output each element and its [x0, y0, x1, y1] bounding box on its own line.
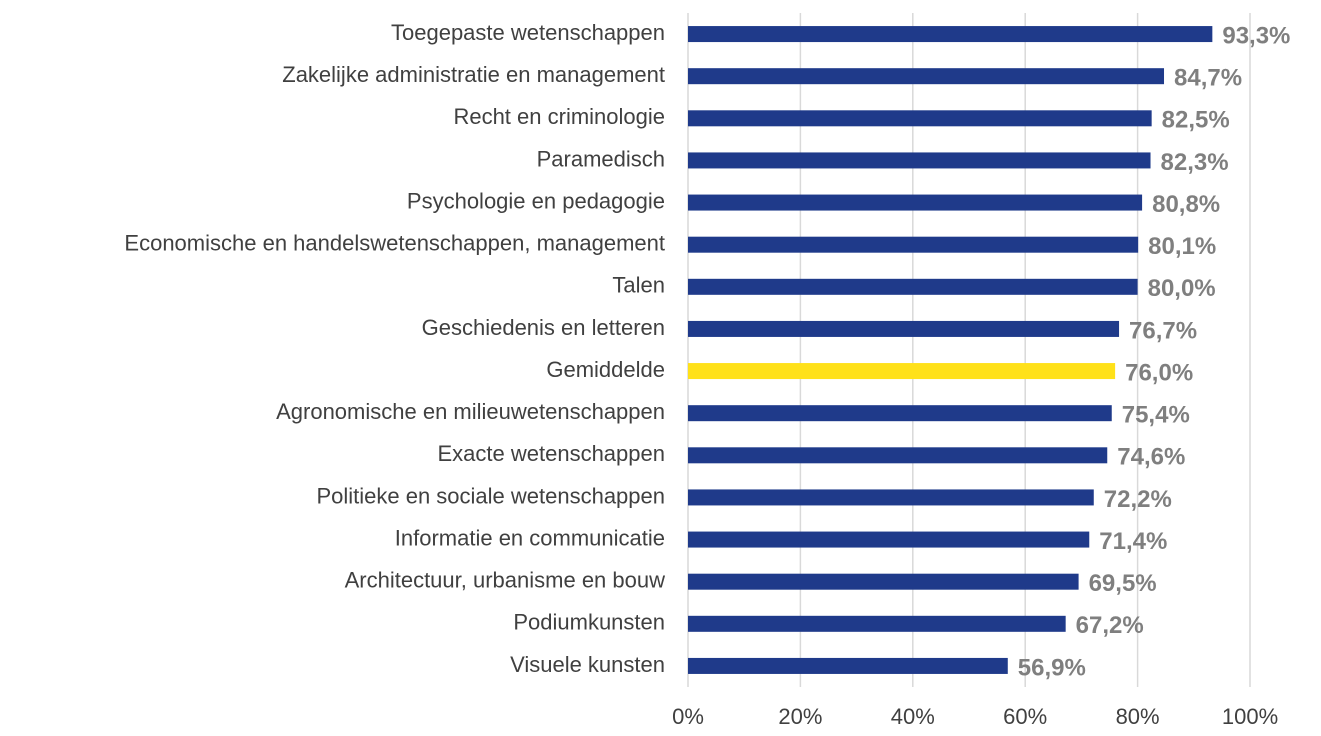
- bar: [688, 615, 1066, 632]
- value-label: 80,0%: [1148, 275, 1216, 302]
- value-label: 76,7%: [1129, 317, 1197, 344]
- bar: [688, 489, 1094, 506]
- value-label: 56,9%: [1018, 654, 1086, 681]
- value-label: 93,3%: [1222, 22, 1290, 49]
- y-tick-label: Podiumkunsten: [513, 610, 665, 635]
- x-tick-label: 100%: [1222, 704, 1278, 729]
- y-tick-label: Zakelijke administratie en management: [282, 62, 665, 87]
- y-tick-label: Geschiedenis en letteren: [422, 315, 665, 340]
- bar: [688, 278, 1138, 295]
- value-label: 84,7%: [1174, 65, 1242, 92]
- value-label: 72,2%: [1104, 486, 1172, 513]
- value-label: 80,1%: [1148, 233, 1216, 260]
- value-label: 75,4%: [1122, 402, 1190, 429]
- x-tick-label: 20%: [778, 704, 822, 729]
- value-label: 82,3%: [1161, 149, 1229, 176]
- bar: [688, 68, 1165, 85]
- bar: [688, 110, 1152, 127]
- bar: [688, 405, 1112, 422]
- y-tick-label: Exacte wetenschappen: [438, 441, 666, 466]
- y-tick-label: Psychologie en pedagogie: [407, 188, 665, 213]
- y-tick-label: Politieke en sociale wetenschappen: [316, 483, 665, 508]
- x-tick-label: 0%: [672, 704, 704, 729]
- bar: [688, 531, 1090, 548]
- y-tick-label: Economische en handelswetenschappen, man…: [124, 231, 665, 256]
- y-tick-label: Agronomische en milieuwetenschappen: [276, 399, 665, 424]
- value-label: 71,4%: [1099, 528, 1167, 555]
- value-label: 69,5%: [1089, 570, 1157, 597]
- value-label: 67,2%: [1076, 612, 1144, 639]
- y-tick-label: Toegepaste wetenschappen: [391, 20, 665, 45]
- x-tick-label: 40%: [891, 704, 935, 729]
- y-tick-label: Architectuur, urbanisme en bouw: [345, 568, 666, 593]
- bar: [688, 363, 1116, 380]
- value-label: 76,0%: [1125, 359, 1193, 386]
- y-tick-label: Recht en criminologie: [453, 104, 665, 129]
- x-tick-label: 60%: [1003, 704, 1047, 729]
- bar: [688, 26, 1213, 43]
- value-label: 80,8%: [1152, 191, 1220, 218]
- bar: [688, 447, 1108, 464]
- bar: [688, 320, 1120, 337]
- bar: [688, 152, 1151, 169]
- bar: [688, 657, 1008, 674]
- y-tick-label: Gemiddelde: [546, 357, 665, 382]
- bar: [688, 573, 1079, 590]
- y-tick-label: Talen: [612, 273, 665, 298]
- y-tick-label: Visuele kunsten: [510, 652, 665, 677]
- bar: [688, 194, 1143, 211]
- y-tick-label: Informatie en communicatie: [395, 525, 665, 550]
- value-label: 82,5%: [1162, 107, 1230, 134]
- bar: [688, 236, 1139, 253]
- y-tick-label: Paramedisch: [537, 146, 665, 171]
- x-tick-label: 80%: [1116, 704, 1160, 729]
- value-label: 74,6%: [1117, 444, 1185, 471]
